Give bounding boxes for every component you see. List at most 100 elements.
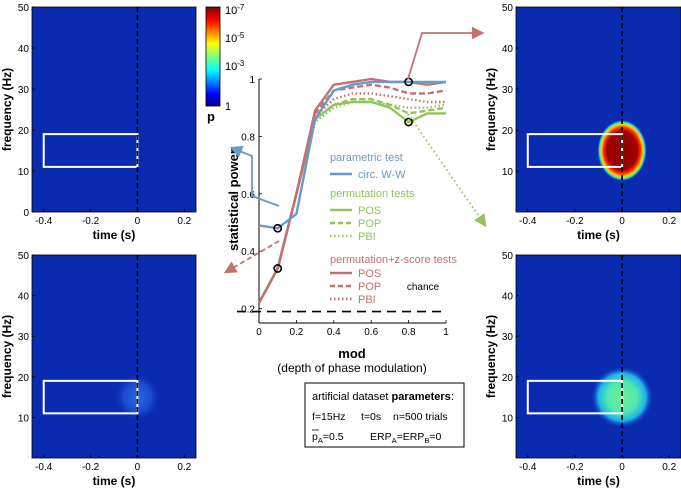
- heatmap-frame: [515, 6, 681, 213]
- legend-item-z-pos: POS: [358, 268, 381, 280]
- y-tick-label: 40: [18, 44, 30, 55]
- y-tick-label: 50: [502, 251, 514, 262]
- colorbar-tick-3: 10-3: [225, 59, 245, 73]
- power-xlabel-sub: (depth of phase modulation): [277, 361, 426, 375]
- parameters-box: artificial dataset parameters: f=15Hz t=…: [304, 382, 465, 448]
- arrow-to-bottom-right: [407, 113, 487, 228]
- x-tick-label: 0.2: [662, 462, 676, 473]
- y-tick-label: 10: [18, 413, 30, 424]
- x-tick-label: 0.2: [662, 216, 676, 227]
- legend-item-perm-pbi: PBI: [358, 231, 376, 243]
- power-y-tick-label: 0.2: [241, 305, 255, 316]
- y-tick-label: 30: [502, 85, 514, 96]
- roi-rectangle: [526, 379, 624, 415]
- y-tick-label: 20: [502, 126, 514, 137]
- heatmap-ylabel: frequency (Hz): [0, 68, 14, 151]
- y-tick-label: 30: [18, 332, 30, 343]
- x-tick-label: 0.2: [177, 462, 191, 473]
- param-freq: f=15Hz: [312, 411, 346, 423]
- heatmap-ylabel: frequency (Hz): [0, 315, 14, 398]
- y-tick-label: 30: [18, 85, 30, 96]
- heatmap-background: [32, 255, 196, 458]
- colorbar-tick-1: 10-7: [225, 3, 245, 17]
- param-time: t=0s: [361, 411, 381, 423]
- x-tick-label: 0: [135, 462, 141, 473]
- arrow-to-top-left: [229, 145, 280, 207]
- legend-item-z-pop: POP: [358, 281, 381, 293]
- y-tick-label: 20: [18, 373, 30, 384]
- x-tick-label: -0.2: [566, 462, 584, 473]
- heatmap-frame: [515, 254, 681, 459]
- legend-permutation-title: permutation tests: [330, 188, 415, 200]
- colorbar-tick-4: 1: [225, 101, 231, 113]
- parameters-frame: [304, 382, 465, 448]
- colorbar-tick-2: 10-5: [225, 31, 245, 45]
- parameters-title: artificial dataset parameters:: [312, 391, 454, 403]
- heatmap-xlabel: time (s): [93, 228, 136, 242]
- y-tick-label: 40: [502, 44, 514, 55]
- x-tick-label: 0: [619, 462, 625, 473]
- heatmap-ylabel: frequency (Hz): [484, 68, 498, 151]
- legend-zscore-title: permutation+z-score tests: [330, 254, 457, 266]
- x-tick-label: -0.2: [82, 462, 100, 473]
- roi-rectangle: [42, 133, 139, 168]
- legend-item-z-pbi: PBI: [358, 294, 376, 306]
- power-xlabel: mod: [338, 346, 366, 361]
- power-x-tick-label: 0: [256, 327, 262, 338]
- y-tick-label: 10: [502, 167, 514, 178]
- y-tick-label: 30: [502, 332, 514, 343]
- power-x-tick-label: 0.2: [289, 327, 303, 338]
- heatmap-ylabel: frequency (Hz): [484, 315, 498, 398]
- legend-item-ww: circ. W-W: [358, 169, 406, 181]
- arrow-to-top-right: [407, 26, 485, 80]
- x-tick-label: -0.4: [519, 216, 537, 227]
- marker-heatmap-top-left: [273, 223, 283, 233]
- connector-arrows: [223, 26, 487, 274]
- param-pa: pA=0.5: [312, 431, 344, 445]
- roi-rectangle: [42, 379, 139, 415]
- power-x-tick-label: 0.6: [364, 327, 378, 338]
- power-x-tick-label: 0.4: [327, 327, 341, 338]
- y-tick-label: 20: [502, 373, 514, 384]
- x-tick-label: -0.4: [35, 216, 53, 227]
- marker-heatmap-bottom-right: [404, 117, 413, 127]
- x-tick-label: -0.2: [566, 216, 584, 227]
- power-y-tick-label: 0.6: [241, 190, 255, 201]
- legend-item-perm-pos: POS: [358, 205, 381, 217]
- heatmap-top-right: -0.4 -0.2 0 0.2 10 20 30 40 50 time (s) frequency …: [484, 3, 681, 242]
- series-parametric-circ-w-w: [258, 80, 446, 230]
- heatmap-xlabel: time (s): [577, 474, 620, 488]
- x-tick-label: 0: [619, 216, 625, 227]
- colorbar: 10-7 10-5 10-3 1 p: [205, 3, 245, 124]
- y-tick-label: 50: [18, 251, 30, 262]
- series-zscore-pbi: [257, 92, 446, 304]
- legend-parametric-title: parametric test: [330, 152, 403, 164]
- y-tick-label: 40: [18, 292, 30, 303]
- x-tick-label: -0.2: [82, 216, 100, 227]
- param-erp: ERPA=ERPB=0: [370, 431, 441, 445]
- heatmap-xlabel: time (s): [93, 474, 136, 488]
- marker-heatmap-bottom-left: [273, 264, 283, 273]
- legend-item-perm-pop: POP: [358, 218, 381, 230]
- colorbar-label: p: [207, 109, 215, 124]
- heatmap-background: [32, 7, 196, 212]
- heatmap-background: [516, 7, 681, 212]
- power-ylabel: statistical power: [226, 149, 241, 251]
- heatmap-background: [516, 255, 681, 458]
- param-trials: n=500 trials: [393, 411, 448, 423]
- x-tick-label: -0.4: [35, 462, 53, 473]
- heatmap-bottom-right: -0.4 -0.2 0 0.2 10 20 30 40 50 time (s) frequency …: [484, 251, 681, 488]
- y-tick-label: 50: [18, 3, 30, 14]
- heatmap-bottom-left: -0.4 -0.2 0 0.2 10 20 30 40 50 time (s) frequency …: [0, 251, 197, 488]
- series-permutation-pos: [257, 100, 446, 304]
- y-tick-label: 10: [502, 413, 514, 424]
- power-x-tick-label: 1: [443, 327, 449, 338]
- y-tick-label: 40: [502, 292, 514, 303]
- y-tick-label: 0: [23, 208, 29, 219]
- heatmap-frame: [31, 254, 197, 459]
- roi-rectangle: [526, 133, 624, 168]
- y-tick-label: 10: [18, 167, 30, 178]
- colorbar-gradient: [205, 6, 221, 107]
- y-tick-label: 50: [502, 3, 514, 14]
